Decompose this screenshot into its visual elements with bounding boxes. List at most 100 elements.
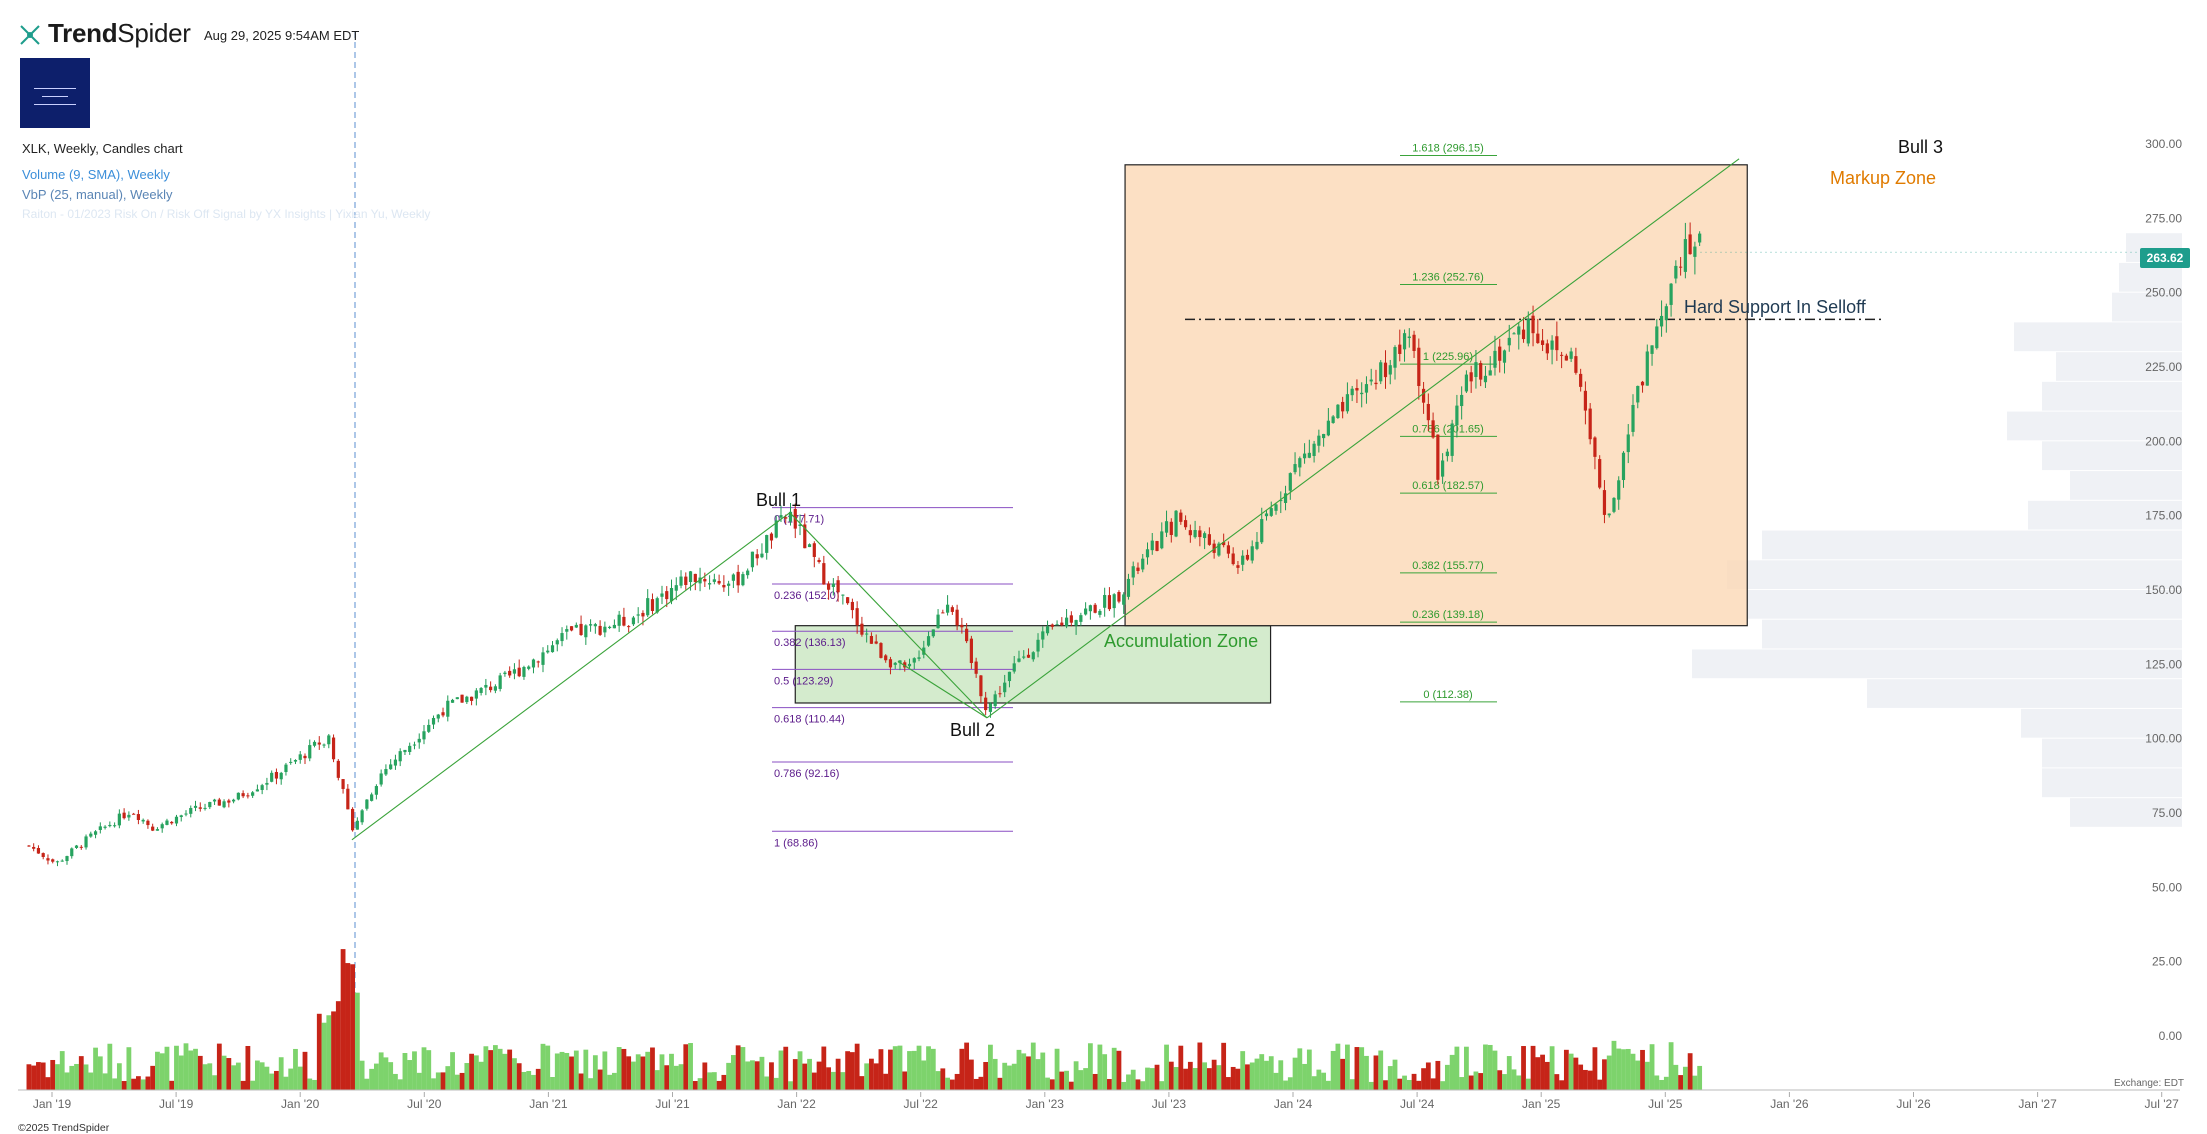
candle-body[interactable]: [1402, 333, 1407, 350]
candle-body[interactable]: [1521, 329, 1526, 340]
candle-body[interactable]: [212, 799, 217, 802]
candle-body[interactable]: [1107, 595, 1112, 610]
candle-body[interactable]: [322, 744, 326, 746]
candle-body[interactable]: [922, 647, 926, 655]
candle-body[interactable]: [1693, 246, 1697, 257]
candle-body[interactable]: [170, 821, 174, 824]
candle-body[interactable]: [1203, 533, 1207, 539]
candle-body[interactable]: [1379, 362, 1383, 382]
candle-body[interactable]: [1331, 416, 1335, 423]
candle-body[interactable]: [631, 617, 636, 625]
candle-body[interactable]: [731, 574, 735, 581]
candle-body[interactable]: [1064, 617, 1069, 627]
candle-body[interactable]: [1069, 615, 1073, 623]
candle-body[interactable]: [850, 601, 854, 611]
candle-body[interactable]: [517, 667, 521, 677]
candle-body[interactable]: [1036, 639, 1040, 652]
candle-body[interactable]: [260, 785, 264, 790]
candle-body[interactable]: [760, 553, 764, 558]
candle-body[interactable]: [1050, 624, 1054, 627]
candle-body[interactable]: [541, 652, 545, 665]
candle-body[interactable]: [1060, 622, 1064, 626]
candle-body[interactable]: [160, 824, 164, 829]
candle-body[interactable]: [1312, 443, 1316, 456]
candle-body[interactable]: [1026, 654, 1031, 658]
candle-body[interactable]: [1226, 545, 1231, 554]
candle-body[interactable]: [1179, 512, 1183, 522]
candle-body[interactable]: [717, 580, 721, 584]
candle-body[interactable]: [569, 626, 574, 631]
candle-body[interactable]: [950, 607, 954, 612]
candle-body[interactable]: [179, 815, 183, 818]
candle-body[interactable]: [941, 612, 945, 614]
candle-body[interactable]: [1326, 420, 1330, 436]
candle-body[interactable]: [912, 658, 916, 663]
candle-body[interactable]: [174, 816, 179, 824]
candle-body[interactable]: [679, 576, 683, 586]
candle-body[interactable]: [1393, 347, 1397, 368]
candle-body[interactable]: [784, 517, 788, 519]
candle-body[interactable]: [1374, 382, 1378, 385]
candle-body[interactable]: [1236, 565, 1240, 568]
candle-body[interactable]: [1022, 656, 1026, 658]
candle-body[interactable]: [1079, 615, 1083, 622]
candle-body[interactable]: [1526, 318, 1530, 344]
candle-body[interactable]: [550, 645, 555, 653]
candle-body[interactable]: [1583, 390, 1588, 411]
candle-body[interactable]: [127, 814, 131, 818]
candle-body[interactable]: [360, 810, 364, 823]
candle-body[interactable]: [1531, 315, 1535, 334]
candle-body[interactable]: [1003, 682, 1007, 693]
candle-body[interactable]: [303, 755, 307, 759]
candle-body[interactable]: [1369, 379, 1373, 382]
candle-body[interactable]: [750, 551, 755, 568]
candle-body[interactable]: [370, 794, 374, 801]
candle-body[interactable]: [403, 749, 407, 753]
candle-body[interactable]: [1517, 326, 1521, 335]
candle-body[interactable]: [193, 805, 198, 808]
candle-body[interactable]: [1469, 372, 1473, 382]
candle-body[interactable]: [817, 559, 821, 563]
candle-body[interactable]: [727, 583, 731, 586]
candle-body[interactable]: [341, 779, 345, 789]
candle-body[interactable]: [936, 614, 940, 629]
candle-body[interactable]: [46, 858, 50, 861]
candle-body[interactable]: [112, 825, 117, 827]
candle-body[interactable]: [1012, 663, 1016, 672]
candle-body[interactable]: [1579, 373, 1583, 387]
candle-body[interactable]: [1150, 540, 1154, 551]
candle-body[interactable]: [1122, 594, 1126, 605]
candle-body[interactable]: [1145, 549, 1150, 558]
candle-body[interactable]: [1540, 340, 1545, 345]
candle-body[interactable]: [1683, 239, 1687, 272]
candle-body[interactable]: [965, 628, 969, 642]
candle-body[interactable]: [1212, 543, 1216, 553]
candle-body[interactable]: [969, 638, 973, 664]
candle-body[interactable]: [103, 826, 107, 828]
candle-body[interactable]: [1126, 578, 1131, 597]
candle-body[interactable]: [655, 598, 659, 613]
candle-body[interactable]: [198, 807, 202, 809]
candle-body[interactable]: [893, 662, 897, 665]
candle-body[interactable]: [122, 812, 126, 819]
candle-body[interactable]: [1560, 354, 1564, 356]
candle-body[interactable]: [974, 661, 978, 674]
candle-body[interactable]: [1188, 530, 1192, 536]
candle-body[interactable]: [384, 769, 388, 775]
candle-body[interactable]: [1479, 363, 1483, 380]
candle-body[interactable]: [1084, 608, 1088, 615]
candle-body[interactable]: [355, 820, 359, 830]
candle-body[interactable]: [769, 533, 774, 541]
candle-body[interactable]: [1198, 530, 1202, 538]
candle-body[interactable]: [51, 859, 55, 862]
candle-body[interactable]: [74, 845, 79, 848]
hidden-indicator-label[interactable]: Raiton - 01/2023 Risk On / Risk Off Sign…: [22, 207, 431, 221]
candle-body[interactable]: [1588, 408, 1592, 440]
candle-body[interactable]: [379, 773, 383, 785]
candle-body[interactable]: [455, 697, 459, 700]
candle-body[interactable]: [1450, 423, 1454, 456]
candle-body[interactable]: [588, 624, 593, 626]
candle-body[interactable]: [441, 712, 445, 716]
candle-body[interactable]: [736, 571, 740, 586]
